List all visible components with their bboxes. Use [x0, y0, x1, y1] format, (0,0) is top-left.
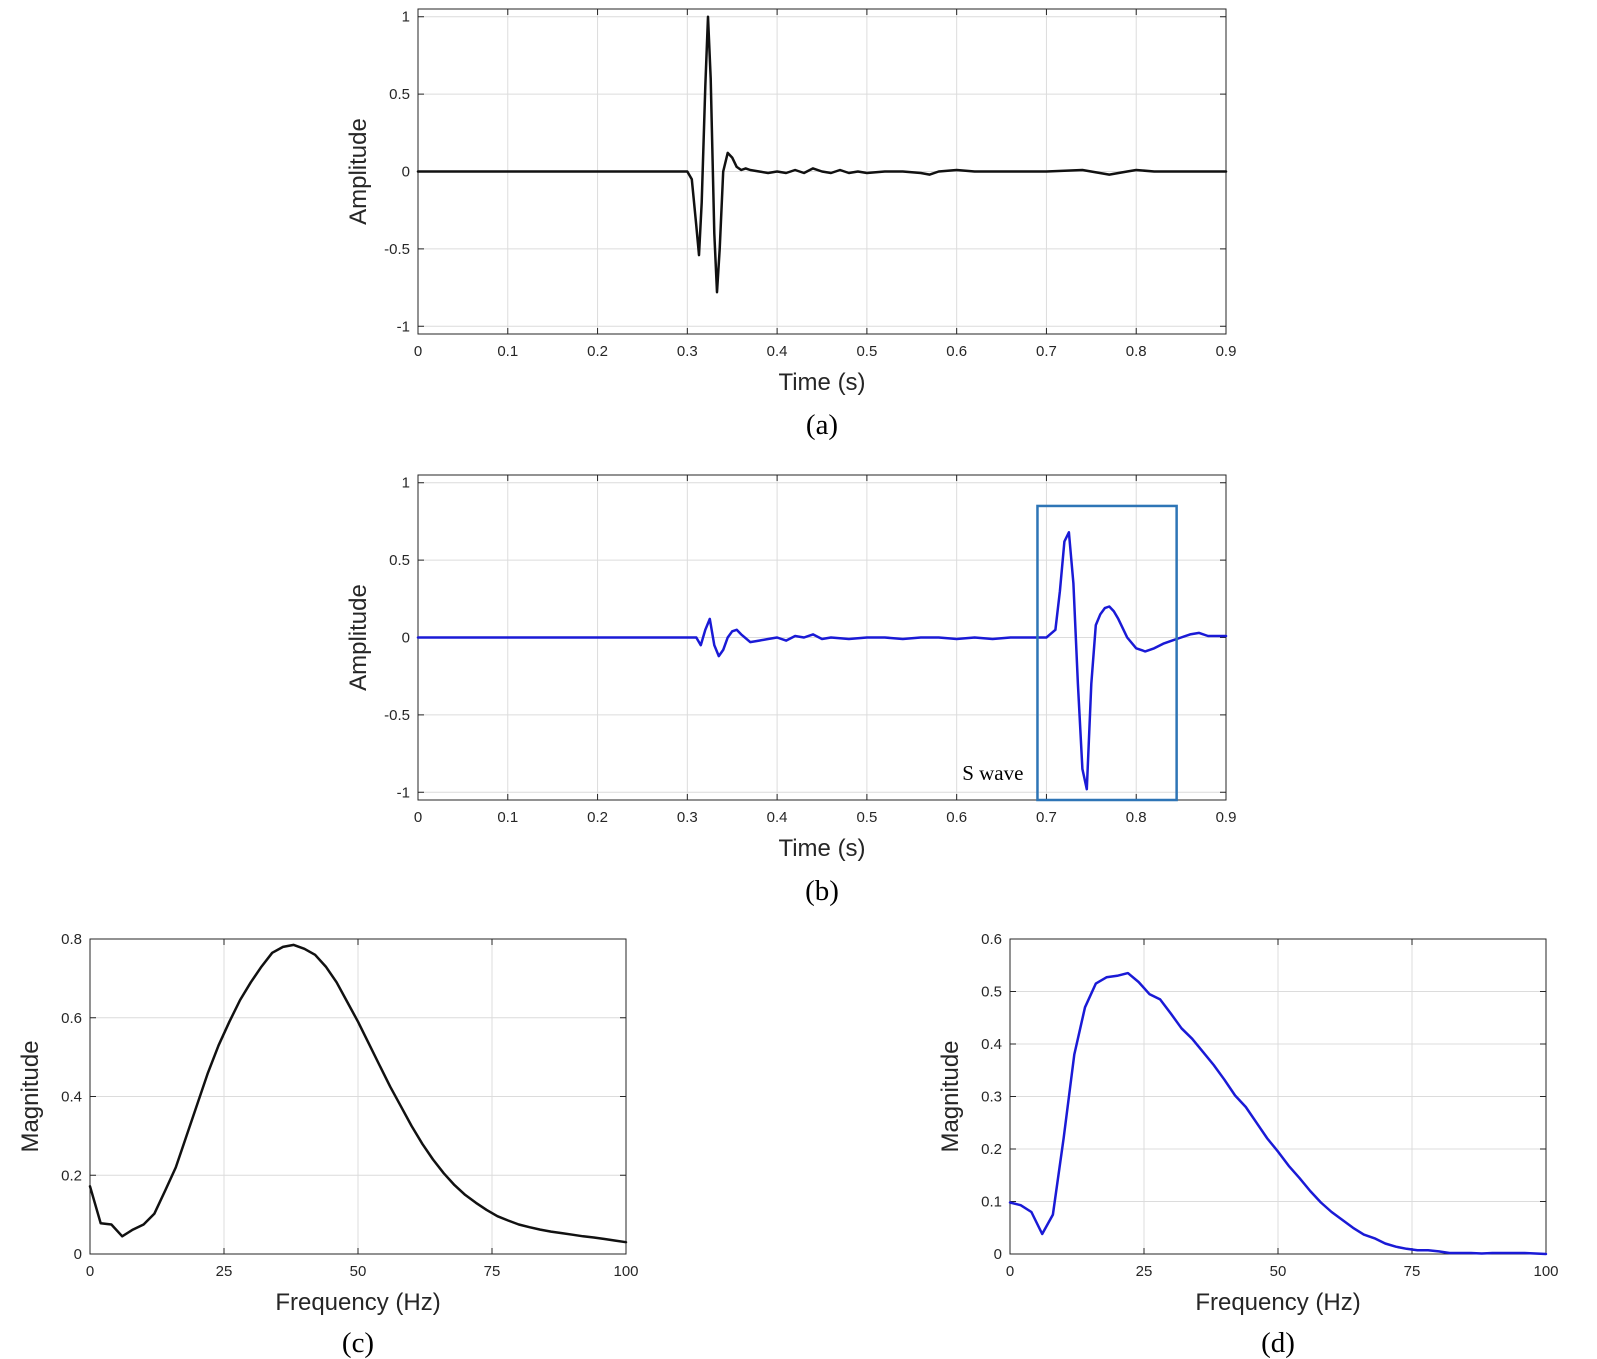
y-tick-label: 0.6: [981, 931, 1002, 948]
y-tick-label: 0.8: [61, 931, 82, 948]
x-tick-label: 0: [414, 343, 422, 360]
x-tick-label: 50: [350, 1263, 367, 1280]
y-axis-label: Magnitude: [937, 1040, 964, 1152]
x-tick-label: 0.5: [856, 809, 877, 826]
y-tick-label: 0.3: [981, 1089, 1002, 1106]
x-tick-label: 0: [1006, 1263, 1014, 1280]
series-line: [88, 943, 628, 1244]
y-tick-label: 0.5: [389, 86, 410, 103]
y-tick-label: 0: [74, 1246, 82, 1263]
panel-c-spectrum-chart: 0 25 50 75 100 0 0.2 0.4 0.6 0.8 Frequency (Hz) Mag…: [17, 931, 639, 1359]
x-tick-label: 0.2: [587, 809, 608, 826]
x-tick-label: 0.8: [1126, 809, 1147, 826]
x-tick-label: 75: [1404, 1263, 1421, 1280]
y-tick-label: 0.4: [61, 1089, 82, 1106]
x-tick-label: 0: [414, 809, 422, 826]
x-tick-label: 0.3: [677, 809, 698, 826]
x-tick-label: 0.1: [497, 343, 518, 360]
y-axis-label: Amplitude: [345, 118, 372, 225]
x-tick-label: 0.8: [1126, 343, 1147, 360]
series-line: [1008, 971, 1548, 1256]
y-tick-label: 0.1: [981, 1194, 1002, 1211]
y-tick-label: 0.5: [981, 984, 1002, 1001]
x-tick-label: 25: [1136, 1263, 1153, 1280]
x-tick-label: 0.5: [856, 343, 877, 360]
x-tick-label: 0.4: [767, 343, 788, 360]
x-tick-label: 0: [86, 1263, 94, 1280]
x-tick-label: 0.1: [497, 809, 518, 826]
panel-caption: (d): [1261, 1327, 1295, 1359]
s-wave-annotation: S wave: [962, 761, 1023, 785]
x-tick-label: 25: [216, 1263, 233, 1280]
x-tick-label: 0.6: [946, 343, 967, 360]
s-wave-highlight-box: [1036, 504, 1178, 802]
panel-caption: (b): [805, 875, 839, 907]
y-tick-label: -0.5: [384, 707, 410, 724]
x-tick-label: 100: [1533, 1263, 1558, 1280]
panel-d-spectrum-chart: 0 25 50 75 100 0 0.1 0.2 0.3 0.4 0.5 0.6 Frequency (…: [937, 931, 1559, 1359]
x-axis-label: Frequency (Hz): [1195, 1289, 1360, 1316]
x-tick-label: 100: [613, 1263, 638, 1280]
y-tick-label: 0.6: [61, 1010, 82, 1027]
y-tick-label: -1: [397, 784, 410, 801]
y-tick-label: -1: [397, 318, 410, 335]
y-axis-label: Magnitude: [17, 1040, 44, 1152]
x-tick-label: 75: [484, 1263, 501, 1280]
x-tick-label: 0.2: [587, 343, 608, 360]
panel-a-time-series-chart: 0 0.1 0.2 0.3 0.4 0.5 0.6 0.7 0.8 0.9 -1 -0.5 0 0.5 1 T…: [345, 8, 1237, 441]
x-tick-label: 0.7: [1036, 343, 1057, 360]
y-tick-label: 0.2: [981, 1141, 1002, 1158]
x-tick-label: 50: [1270, 1263, 1287, 1280]
y-tick-label: 1: [402, 9, 410, 26]
y-axis-label: Amplitude: [345, 584, 372, 691]
y-tick-label: 0.5: [389, 552, 410, 569]
panel-caption: (c): [342, 1327, 374, 1359]
y-tick-label: -0.5: [384, 241, 410, 258]
x-tick-label: 0.6: [946, 809, 967, 826]
y-tick-label: 0.4: [981, 1036, 1002, 1053]
x-axis-label: Time (s): [778, 369, 865, 396]
series-line: [416, 531, 1228, 791]
panel-caption: (a): [806, 409, 838, 441]
panel-b-time-series-chart: 0 0.1 0.2 0.3 0.4 0.5 0.6 0.7 0.8 0.9 -1 -0.5 0 0.5 1 T…: [345, 474, 1237, 907]
x-axis-label: Frequency (Hz): [275, 1289, 440, 1316]
y-tick-label: 0: [402, 164, 410, 181]
y-tick-label: 0.2: [61, 1167, 82, 1184]
x-tick-label: 0.7: [1036, 809, 1057, 826]
x-tick-label: 0.9: [1216, 809, 1237, 826]
y-tick-label: 0: [994, 1246, 1002, 1263]
y-tick-label: 1: [402, 475, 410, 492]
y-tick-label: 0: [402, 630, 410, 647]
x-tick-label: 0.4: [767, 809, 788, 826]
x-tick-label: 0.3: [677, 343, 698, 360]
x-tick-label: 0.9: [1216, 343, 1237, 360]
series-line: [416, 15, 1228, 294]
x-axis-label: Time (s): [778, 835, 865, 862]
